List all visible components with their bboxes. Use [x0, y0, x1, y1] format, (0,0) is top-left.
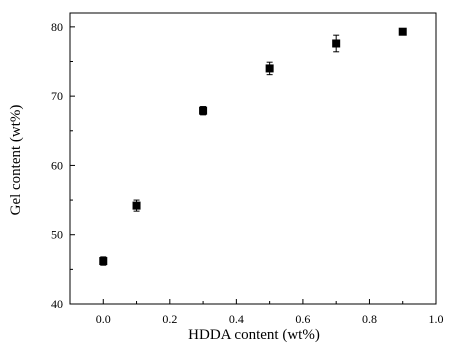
x-tick-label: 0.8	[362, 312, 377, 326]
data-point	[332, 39, 341, 48]
x-axis: 0.0 0.2 0.4 0.6 0.8 1.0	[96, 299, 444, 326]
plot-border	[69, 12, 437, 305]
data-points	[99, 27, 407, 266]
y-tick-label: 50	[51, 228, 63, 242]
data-point	[398, 27, 407, 36]
plot-frame	[69, 12, 437, 305]
y-tick-label: 70	[51, 89, 63, 103]
data-point	[132, 201, 141, 210]
x-tick-label: 0.2	[162, 312, 177, 326]
y-axis: 40 50 60 70 80	[51, 20, 75, 311]
y-tick-label: 60	[51, 158, 63, 172]
data-point	[265, 64, 274, 73]
x-tick-label: 1.0	[429, 312, 444, 326]
x-axis-title: HDDA content (wt%)	[188, 327, 320, 343]
x-tick-label: 0.0	[96, 312, 111, 326]
error-bars	[100, 28, 406, 266]
data-point	[199, 106, 208, 115]
x-tick-label: 0.6	[295, 312, 310, 326]
data-point	[99, 257, 108, 266]
y-tick-label: 80	[51, 20, 63, 34]
y-axis-title: Gel content (wt%)	[8, 105, 24, 216]
x-tick-label: 0.4	[229, 312, 244, 326]
y-tick-label: 40	[51, 297, 63, 311]
